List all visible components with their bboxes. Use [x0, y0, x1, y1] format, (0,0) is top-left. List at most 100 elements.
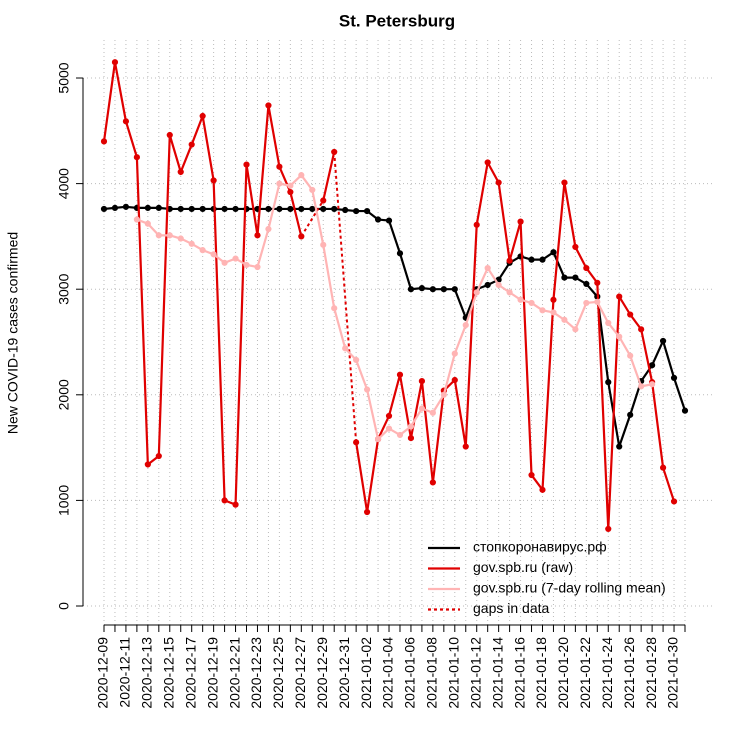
point	[572, 274, 579, 281]
point	[155, 204, 162, 211]
point	[594, 298, 601, 305]
legend-label: стопкоронавирус.рф	[473, 539, 607, 555]
point	[221, 205, 228, 213]
point	[681, 407, 689, 414]
point	[363, 207, 371, 215]
x-tick-label: 2020-12-25	[270, 637, 286, 709]
point	[385, 412, 393, 420]
point	[528, 256, 535, 263]
point	[418, 285, 426, 292]
point	[429, 286, 436, 293]
point	[539, 486, 546, 493]
point	[363, 386, 371, 393]
point	[418, 377, 426, 385]
point	[506, 289, 513, 296]
point	[451, 286, 458, 293]
point	[199, 112, 206, 120]
point	[473, 221, 480, 228]
point	[320, 241, 327, 248]
point	[539, 307, 546, 314]
point	[133, 154, 140, 161]
point	[407, 286, 415, 293]
point	[440, 391, 447, 398]
x-tick-label: 2021-01-20	[555, 637, 571, 709]
point	[122, 118, 130, 125]
point	[144, 220, 151, 227]
point	[177, 205, 184, 213]
point	[232, 205, 239, 213]
point	[331, 305, 338, 312]
x-tick-label: 2020-12-23	[248, 637, 264, 709]
point	[287, 205, 294, 213]
point	[144, 461, 151, 468]
point	[298, 233, 305, 240]
point	[659, 464, 667, 471]
point	[484, 264, 491, 272]
point	[484, 159, 491, 166]
point	[670, 374, 678, 382]
point	[243, 261, 250, 269]
point	[199, 205, 206, 213]
point	[473, 289, 480, 296]
point	[199, 247, 206, 254]
x-tick-label: 2020-12-21	[226, 637, 242, 709]
point	[155, 452, 162, 460]
point	[221, 497, 228, 504]
point	[616, 443, 623, 450]
legend-label: gov.spb.ru (raw)	[473, 559, 573, 575]
y-tick-label: 1000	[56, 485, 72, 516]
y-tick-label: 4000	[56, 168, 72, 199]
point	[276, 205, 283, 213]
point	[254, 232, 261, 239]
point	[407, 434, 415, 442]
x-tick-label: 2021-01-14	[489, 637, 505, 709]
point	[550, 296, 557, 303]
point	[374, 216, 382, 223]
point	[462, 443, 469, 450]
point	[276, 163, 283, 170]
point	[309, 186, 316, 194]
x-tick-label: 2021-01-22	[577, 637, 593, 709]
point	[188, 240, 195, 247]
point	[451, 350, 458, 357]
point	[363, 508, 371, 516]
point	[265, 225, 272, 233]
gap-line	[300, 199, 325, 237]
point	[353, 356, 360, 364]
gap-line	[333, 151, 358, 443]
point	[309, 205, 316, 213]
x-tick-label: 2020-12-19	[204, 637, 220, 709]
point	[517, 296, 524, 303]
y-tick-label: 3000	[56, 273, 72, 304]
point	[550, 309, 557, 316]
x-tick-label: 2021-01-12	[467, 637, 483, 709]
point	[407, 423, 415, 430]
point	[155, 232, 162, 239]
point	[232, 255, 239, 262]
x-tick-label: 2021-01-18	[533, 637, 549, 709]
x-tick-label: 2021-01-10	[445, 637, 461, 709]
point	[177, 168, 184, 176]
point	[374, 436, 382, 443]
x-tick-label: 2020-12-09	[95, 637, 111, 709]
point	[659, 337, 667, 345]
x-tick-label: 2020-12-13	[139, 637, 155, 709]
point	[605, 379, 612, 386]
point	[385, 217, 393, 224]
x-tick-label: 2021-01-24	[599, 637, 615, 709]
x-tick-label: 2020-12-29	[314, 637, 330, 709]
point	[550, 249, 557, 256]
legend-label: gaps in data	[473, 600, 549, 616]
point	[276, 180, 283, 187]
point	[221, 259, 228, 266]
x-tick-label: 2021-01-28	[643, 637, 659, 709]
point	[528, 471, 535, 479]
point	[122, 203, 130, 210]
point	[287, 182, 294, 189]
y-tick-label: 2000	[56, 379, 72, 410]
chart-title: St. Petersburg	[339, 11, 455, 30]
point	[396, 371, 404, 378]
point	[320, 197, 327, 204]
x-tick-label: 2020-12-11	[117, 637, 133, 708]
point	[462, 322, 469, 329]
